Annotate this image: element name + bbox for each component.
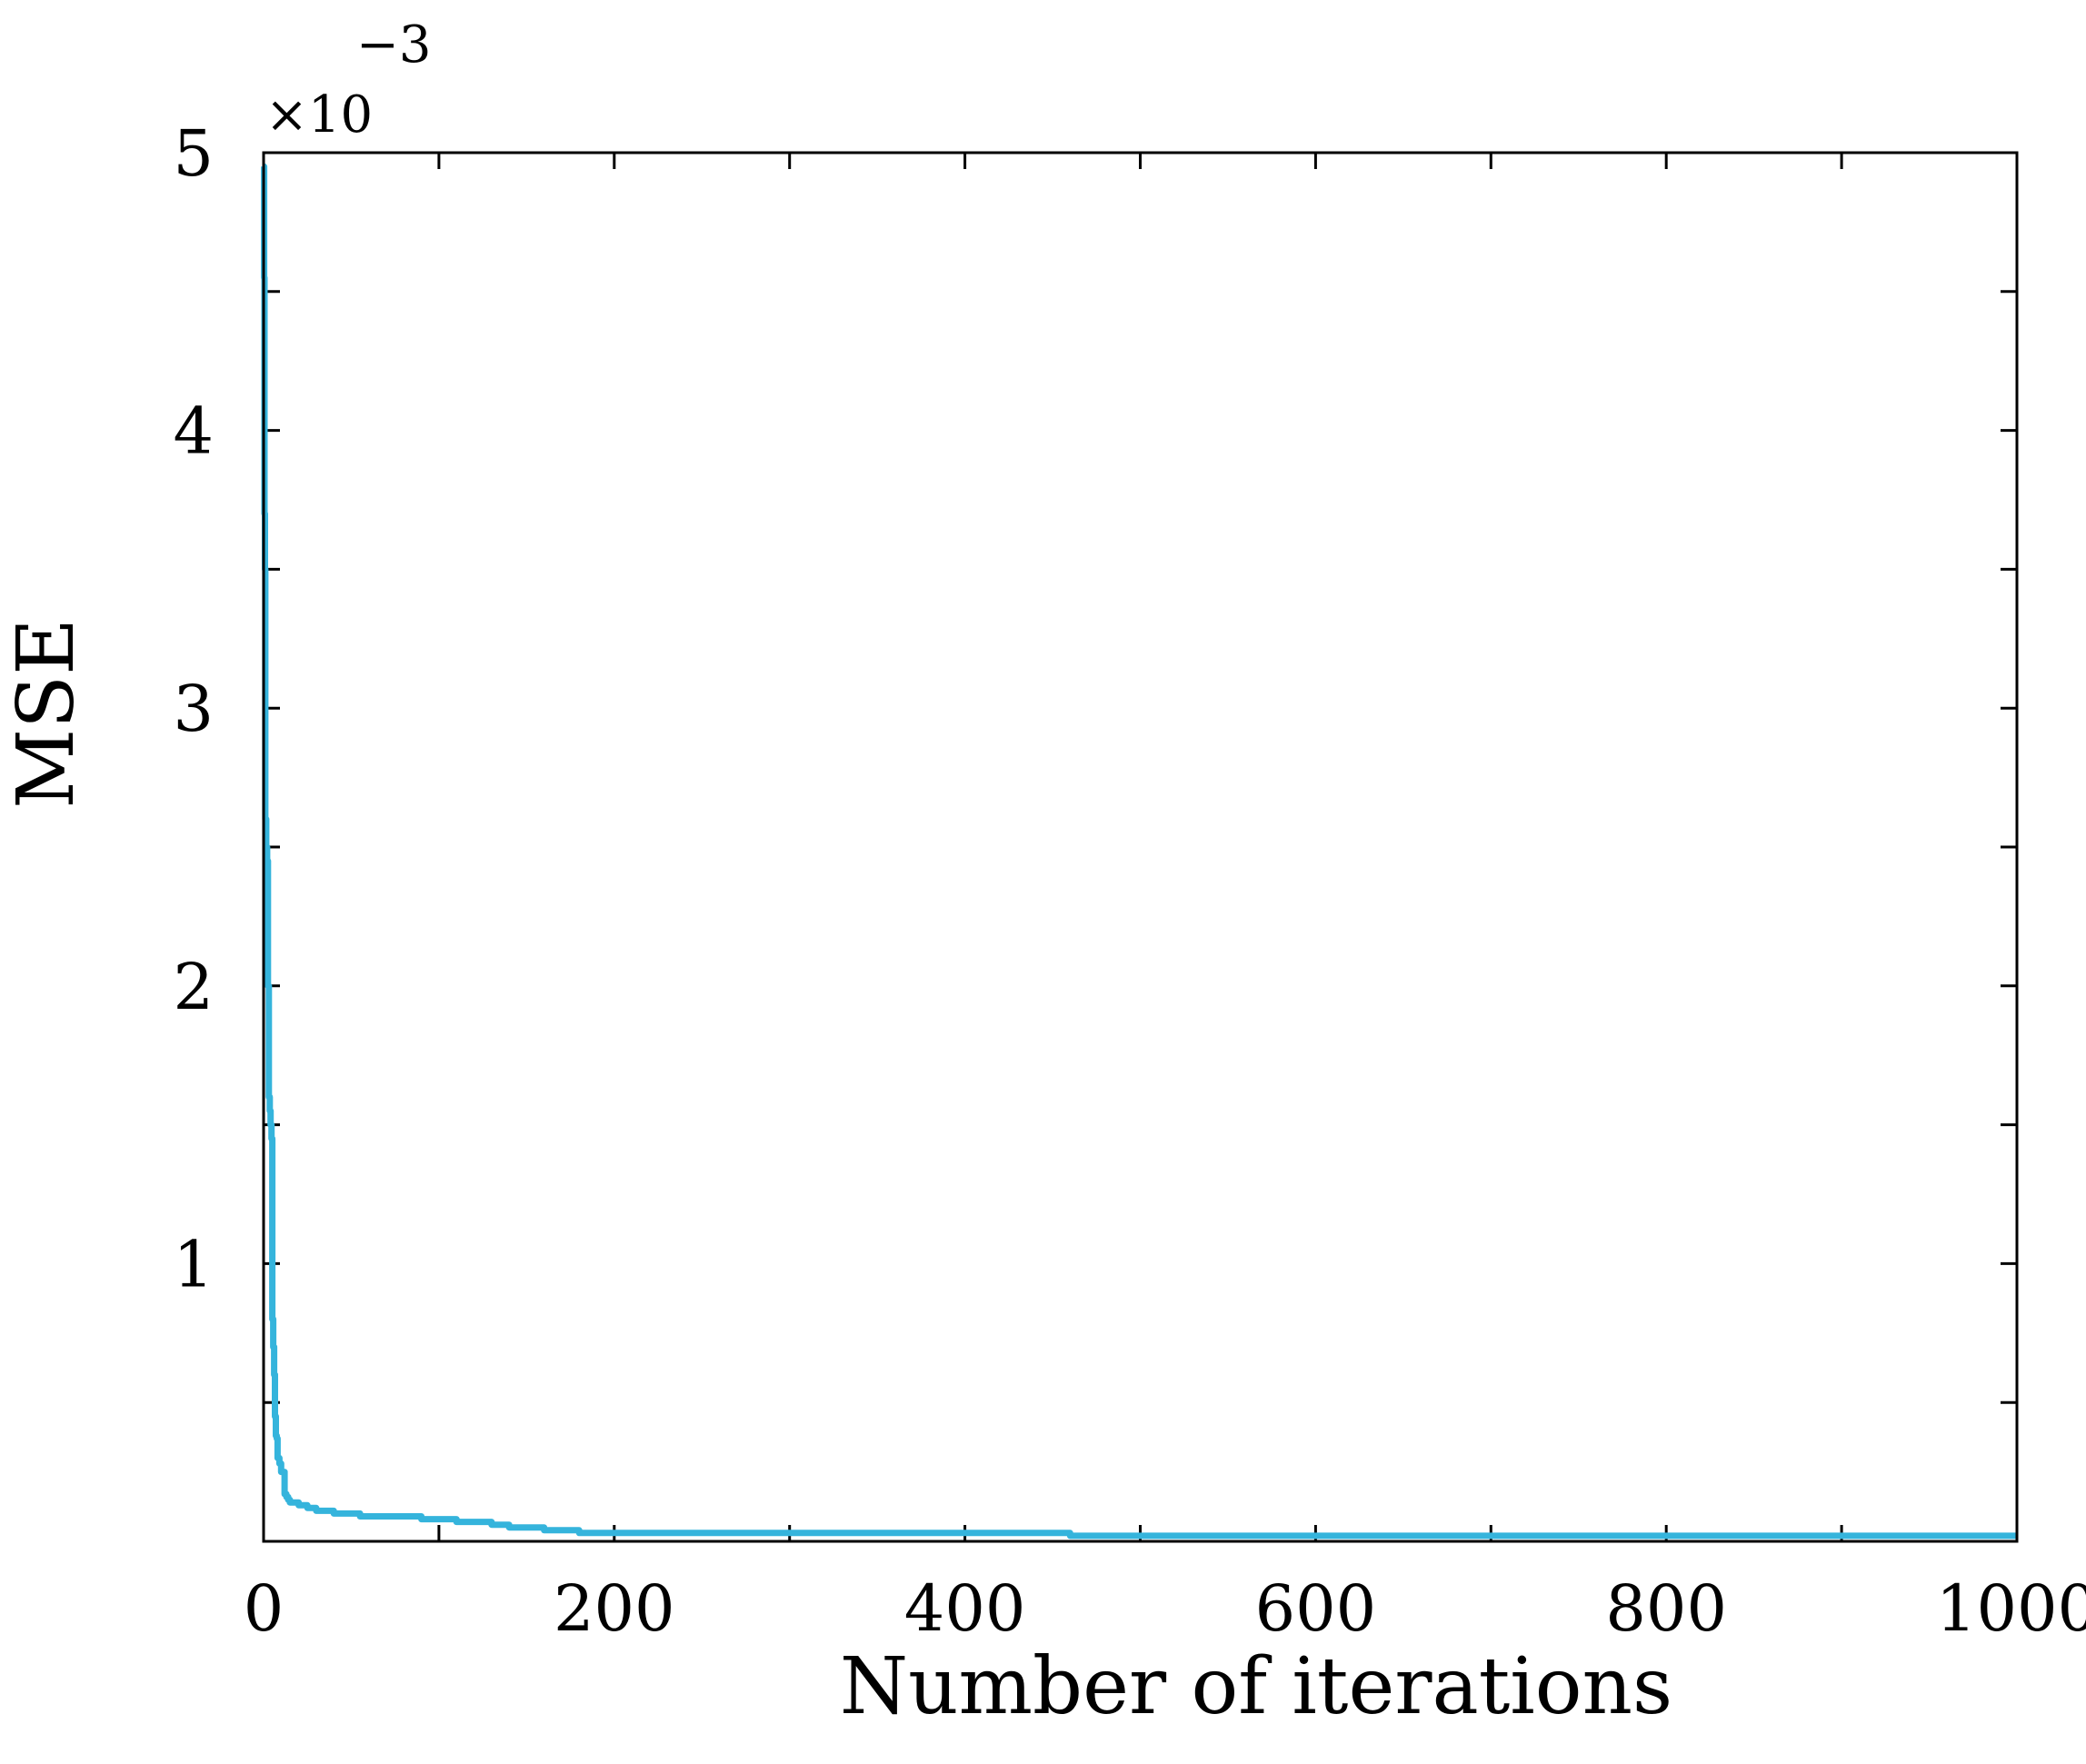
plot-frame <box>262 151 2019 1543</box>
x-axis-label: Number of iterations <box>840 1641 1672 1732</box>
y-scale-exponent: −3 <box>356 15 432 75</box>
x-tick-label: 600 <box>1255 1571 1377 1646</box>
mse-series-line <box>261 163 2017 1540</box>
y-tick-label: 1 <box>173 1227 214 1301</box>
y-tick-label: 2 <box>173 950 214 1024</box>
tick-labels: 0 200 400 600 800 1000 1 2 3 4 5 <box>173 116 2086 1646</box>
x-tick-label: 0 <box>244 1571 284 1646</box>
x-tick-label: 800 <box>1605 1571 1727 1646</box>
y-scale-label: ×10 <box>265 85 373 145</box>
x-tick-label: 200 <box>554 1571 675 1646</box>
y-tick-label: 3 <box>173 672 214 746</box>
y-axis-label: MSE <box>1 618 92 809</box>
series-layer <box>261 163 2017 1540</box>
x-tick-label: 1000 <box>1936 1571 2086 1646</box>
y-tick-label: 5 <box>173 116 214 191</box>
x-tick-label: 400 <box>904 1571 1026 1646</box>
y-tick-label: 4 <box>173 394 214 469</box>
axis-ticks <box>262 151 2019 1541</box>
